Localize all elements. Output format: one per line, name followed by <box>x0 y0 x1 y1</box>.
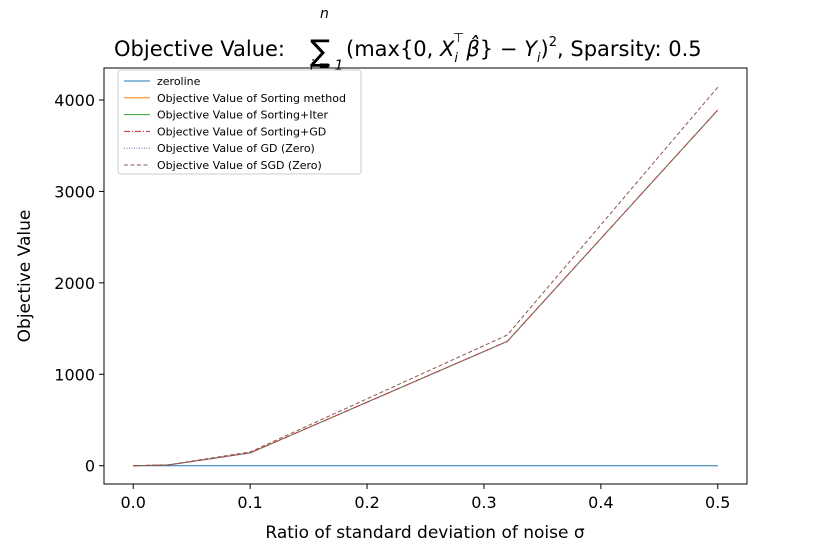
x-tick-label: 0.0 <box>121 493 146 512</box>
formula-beta: β̂ <box>465 35 479 61</box>
title-suffix: , Sparsity: 0.5 <box>557 37 702 61</box>
sum-upper: n <box>320 6 329 22</box>
formula-x: X <box>439 37 455 61</box>
formula-y-sub: i <box>537 51 541 66</box>
x-tick-label: 0.2 <box>354 493 379 512</box>
legend-items: zeroline Objective Value of Sorting metho… <box>124 75 346 172</box>
sum-symbol: ∑ <box>310 34 330 69</box>
x-axis-label: Ratio of standard deviation of noise σ <box>265 523 584 543</box>
y-axis-ticks: 0 1000 2000 3000 4000 <box>54 91 104 476</box>
formula-square: 2 <box>549 35 557 50</box>
chart-title: Objective Value: ∑ n i = 1 (max{0, Xi⊤β̂… <box>114 6 702 74</box>
legend-box <box>117 69 362 175</box>
formula-x-sub: i <box>454 51 458 66</box>
title-prefix: Objective Value: <box>114 37 285 61</box>
legend-label-4: Objective Value of GD (Zero) <box>157 142 315 155</box>
formula-open: (max{0, <box>346 37 440 61</box>
legend: zeroline Objective Value of Sorting metho… <box>117 69 362 175</box>
legend-label-3: Objective Value of Sorting+GD <box>157 125 326 138</box>
series-lines <box>133 86 719 467</box>
formula-x-sup: ⊤ <box>453 31 464 46</box>
title-formula: (max{0, Xi ⊤β̂} − Yi)2, Sparsity: 0.5 <box>346 31 702 66</box>
series-line-5 <box>133 86 719 467</box>
x-tick-label: 0.1 <box>237 493 262 512</box>
x-axis-ticks: 0.0 0.1 0.2 0.3 0.4 0.5 <box>121 484 730 512</box>
legend-label-2: Objective Value of Sorting+Iter <box>157 109 329 122</box>
y-tick-label: 4000 <box>54 91 95 110</box>
y-tick-label: 1000 <box>54 365 95 384</box>
formula-end: ) <box>541 37 549 61</box>
legend-label-0: zeroline <box>157 75 201 88</box>
legend-label-1: Objective Value of Sorting method <box>157 92 346 105</box>
legend-label-5: Objective Value of SGD (Zero) <box>157 159 322 172</box>
x-tick-label: 0.5 <box>705 493 730 512</box>
y-tick-label: 3000 <box>54 182 95 201</box>
y-tick-label: 2000 <box>54 274 95 293</box>
y-tick-label: 0 <box>85 457 95 476</box>
plot-frame <box>103 67 748 485</box>
formula-close: } − <box>480 37 524 61</box>
x-tick-label: 0.4 <box>588 493 613 512</box>
formula-y: Y <box>524 37 539 61</box>
x-tick-label: 0.3 <box>471 493 496 512</box>
y-axis-label: Objective Value <box>15 210 35 343</box>
